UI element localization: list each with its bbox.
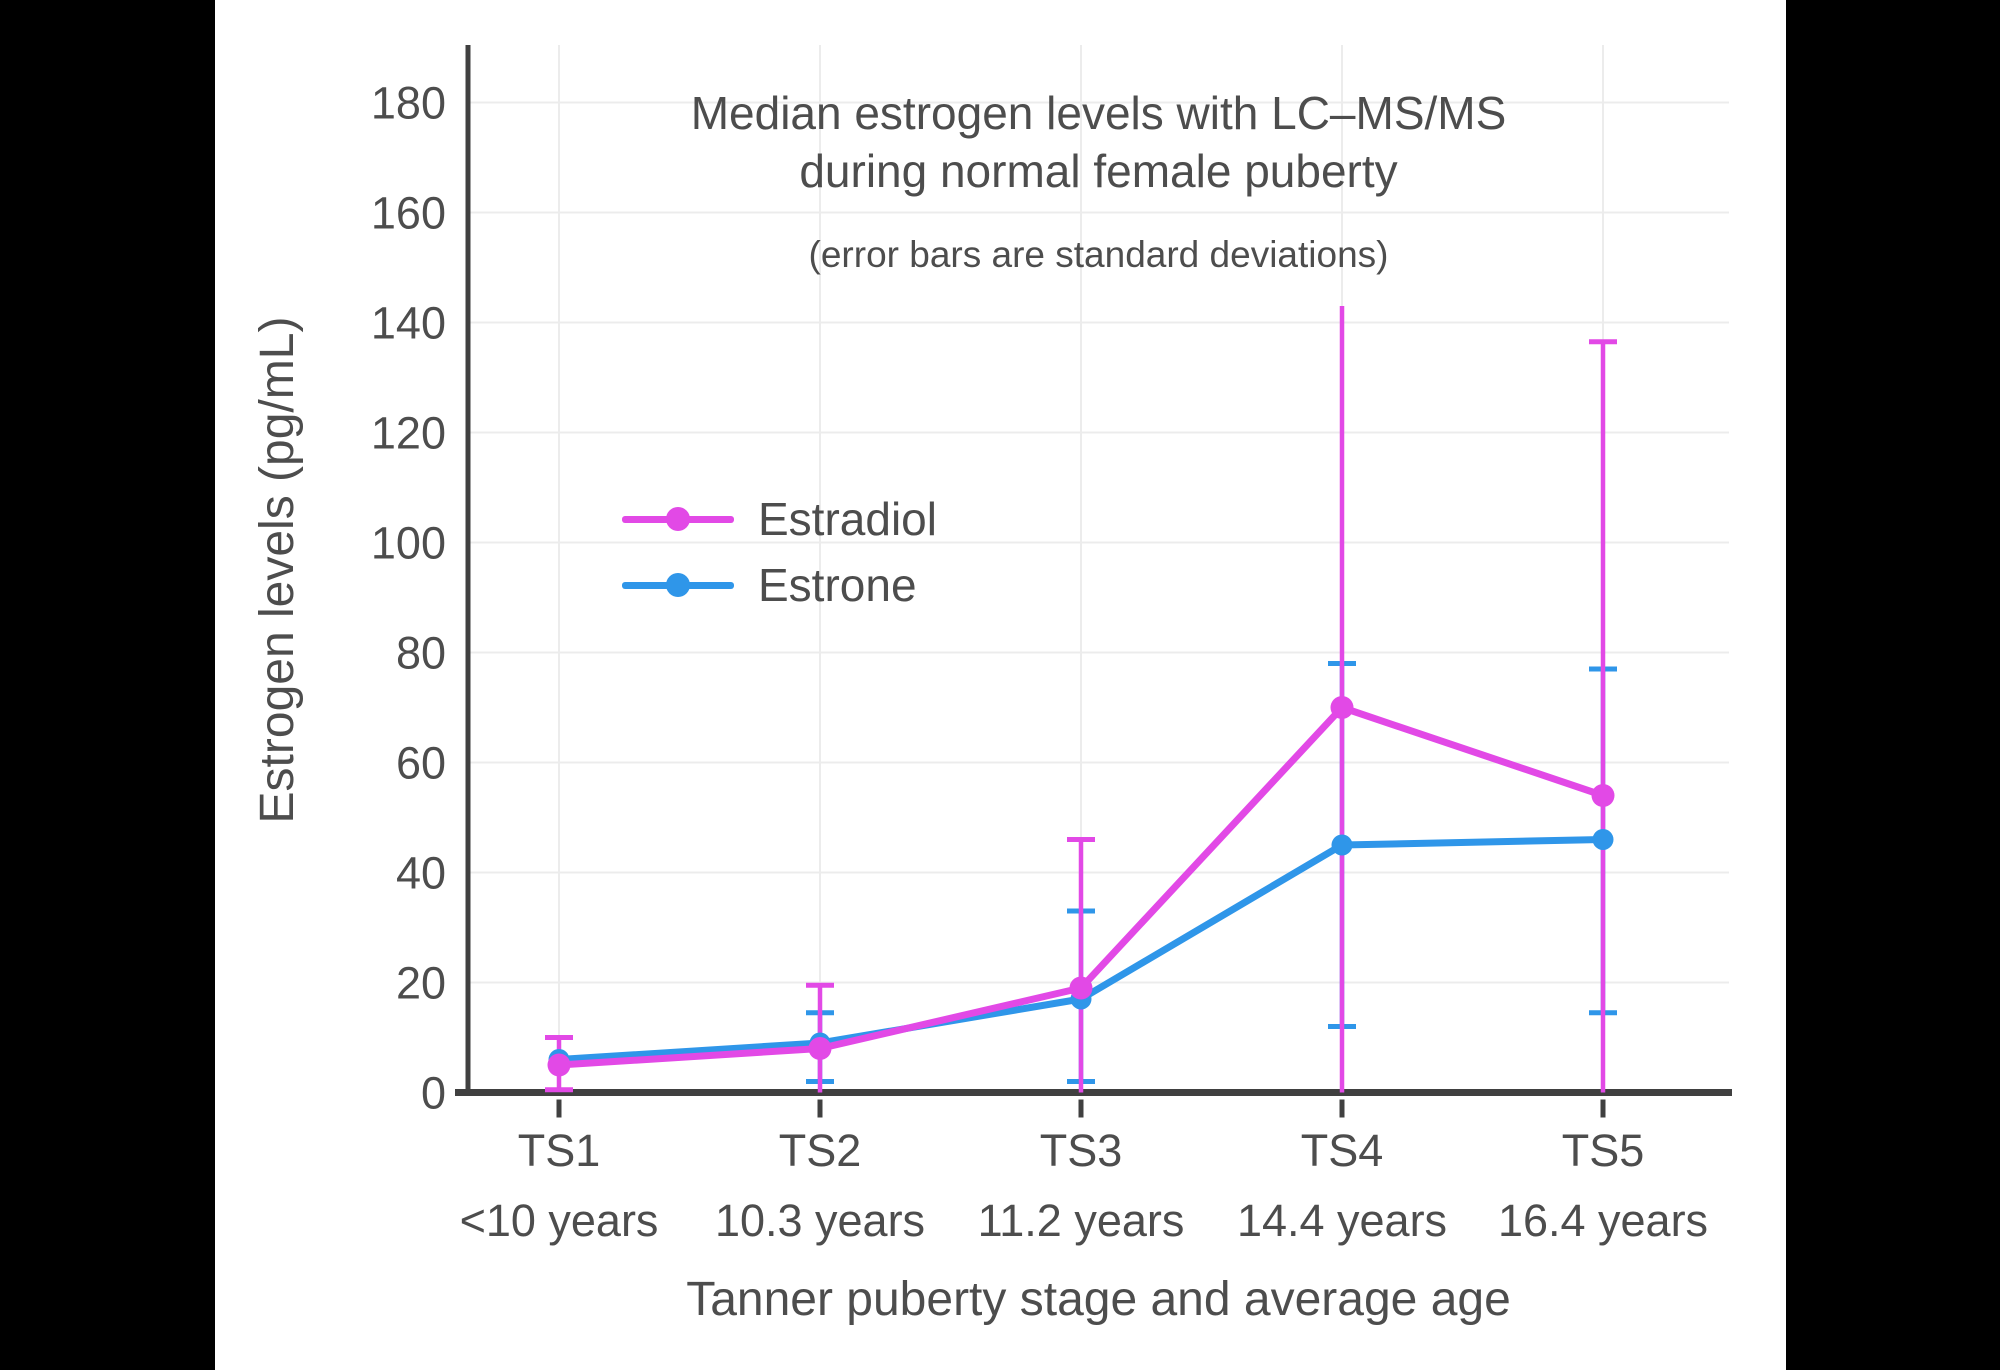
y-tick-label: 60 [396, 738, 446, 789]
data-point-estradiol [808, 1037, 832, 1060]
x-tick-label-stage: TS3 [1040, 1125, 1123, 1176]
data-point-estrone [1592, 829, 1614, 850]
data-point-estrone [1331, 834, 1353, 856]
y-tick-label: 100 [371, 518, 446, 569]
y-axis-title: Estrogen levels (pg/mL) [251, 316, 304, 824]
data-point-estradiol [1591, 784, 1615, 807]
data-point-estradiol [1069, 976, 1093, 1000]
y-tick-label: 180 [371, 78, 446, 129]
legend-label-estradiol: Estradiol [758, 493, 937, 545]
legend: Estradiol Estrone [622, 492, 937, 612]
x-tick-label-age: 10.3 years [715, 1195, 925, 1246]
chart-title-line2: during normal female puberty [799, 145, 1398, 197]
x-axis-title: Tanner puberty stage and average age [686, 1273, 1511, 1326]
legend-label-estrone: Estrone [758, 559, 917, 611]
x-tick-label-stage: TS4 [1301, 1125, 1384, 1176]
chart-subtitle: (error bars are standard deviations) [808, 234, 1389, 275]
x-tick-label-age: <10 years [460, 1195, 659, 1246]
data-point-estradiol [547, 1053, 571, 1077]
chart-title-line1: Median estrogen levels with LC–MS/MS [690, 87, 1507, 139]
x-tick-label-age: 16.4 years [1498, 1195, 1708, 1246]
x-tick-label-stage: TS5 [1562, 1125, 1645, 1176]
y-tick-labels: 0 20 40 60 80 100 120 140 160 180 [371, 78, 446, 1119]
x-tick-labels: TS1 <10 years TS2 10.3 years TS3 11.2 years TS… [460, 1125, 1709, 1246]
legend-item-estrone: Estrone [622, 558, 937, 612]
y-tick-label: 80 [396, 628, 446, 679]
legend-marker-estrone [666, 573, 690, 597]
chart-title: Median estrogen levels with LC–MS/MS dur… [468, 84, 1729, 200]
y-tick-label: 20 [396, 958, 446, 1009]
y-tick-label: 160 [371, 188, 446, 239]
legend-line-sample-estrone [622, 573, 734, 597]
y-tick-label: 140 [371, 298, 446, 349]
y-tick-label: 0 [421, 1068, 446, 1119]
legend-item-estradiol: Estradiol [622, 492, 937, 546]
x-tick-label-stage: TS1 [518, 1125, 601, 1176]
x-tick-label-age: 14.4 years [1237, 1195, 1447, 1246]
x-tick-label-stage: TS2 [779, 1125, 862, 1176]
x-tick-marks [556, 1099, 1606, 1118]
y-tick-label: 120 [371, 408, 446, 459]
legend-line-sample-estradiol [622, 507, 734, 531]
x-tick-label-age: 11.2 years [978, 1195, 1185, 1246]
right-black-bar [1786, 0, 2000, 1370]
legend-marker-estradiol [666, 507, 690, 531]
data-point-estradiol [1330, 696, 1354, 719]
left-black-bar [0, 0, 215, 1370]
series-markers-estradiol [547, 696, 1615, 1077]
y-tick-label: 40 [396, 848, 446, 899]
